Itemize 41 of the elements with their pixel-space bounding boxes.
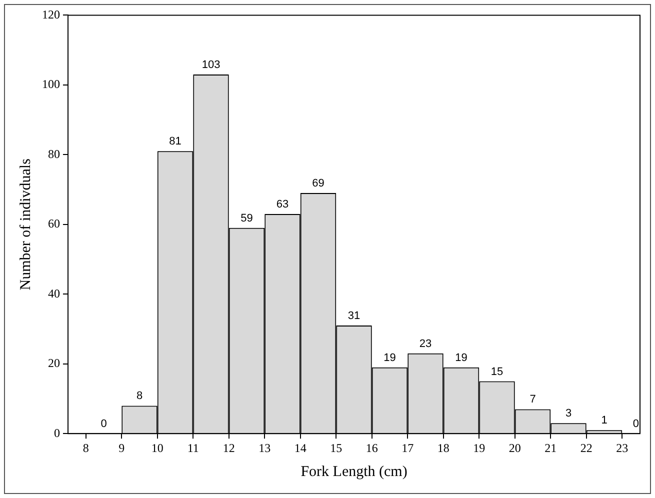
data-label: 19: [384, 352, 396, 364]
data-label: 103: [202, 59, 220, 72]
x-tick-label: 18: [437, 440, 450, 455]
x-tick-label: 15: [330, 440, 342, 455]
x-tick-label: 17: [402, 440, 414, 455]
x-tick-label: 23: [616, 440, 628, 455]
x-tick-label: 9: [118, 440, 125, 455]
x-tick-label: 14: [294, 440, 306, 455]
data-label: 8: [136, 390, 143, 402]
data-label: 7: [530, 394, 536, 406]
data-label: 81: [169, 136, 182, 148]
x-tick-label: 11: [187, 440, 199, 455]
y-tick-label: 20: [48, 356, 60, 370]
data-label: 19: [455, 352, 468, 364]
x-tick-label: 16: [366, 440, 378, 455]
x-tick-label: 20: [508, 440, 521, 455]
x-tick-label: 10: [151, 440, 164, 455]
y-tick-label: 120: [42, 7, 60, 22]
x-tick-label: 13: [258, 440, 271, 455]
y-tick-label: 100: [42, 77, 60, 92]
x-tick-label: 8: [82, 440, 89, 455]
data-label: 63: [276, 198, 289, 210]
x-tick-label: 21: [544, 440, 557, 455]
data-label: 0: [100, 418, 107, 430]
y-tick-label: 80: [48, 146, 60, 161]
data-label: 69: [312, 178, 324, 190]
annotation: 0: [632, 418, 639, 430]
data-label: 15: [490, 366, 504, 378]
x-tick-label: 12: [222, 440, 235, 455]
y-axis-title: Number of indivduals: [18, 158, 34, 290]
data-label: 3: [565, 408, 572, 420]
x-axis-title: Fork Length (cm): [300, 464, 408, 480]
data-label: 1: [601, 414, 608, 427]
x-tick-label: 22: [580, 440, 592, 455]
y-tick-label: 60: [48, 216, 60, 231]
data-label: 59: [240, 212, 253, 224]
y-tick-label: 0: [54, 426, 60, 440]
x-tick-label: 19: [473, 440, 486, 455]
y-tick-label: 40: [48, 286, 60, 300]
data-label: 31: [348, 310, 360, 322]
data-label: 23: [419, 338, 432, 350]
